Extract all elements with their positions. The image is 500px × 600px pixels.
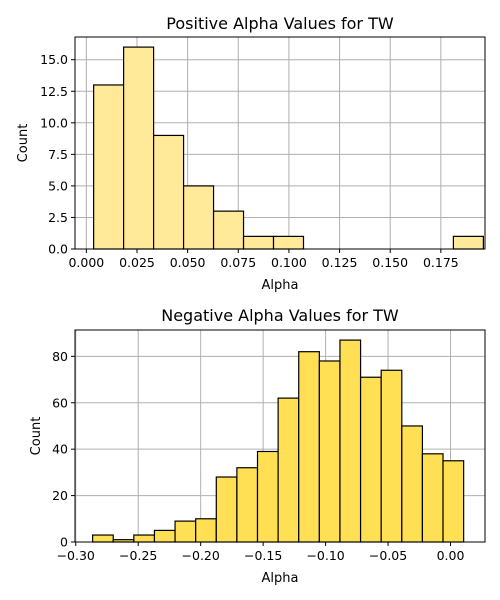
x-tick-label: 0.000 <box>68 255 104 270</box>
y-tick-label: 40 <box>52 442 68 457</box>
x-tick-label: −0.10 <box>306 548 344 563</box>
histogram-bar <box>236 467 259 543</box>
x-tick-label: 0.150 <box>372 255 408 270</box>
x-tick-label: 0.050 <box>170 255 206 270</box>
x-tick-label: 0.00 <box>437 548 465 563</box>
y-ticks: 0.0 2.5 5.0 7.5 10.0 12.5 15.0 <box>40 52 75 257</box>
histogram-bar <box>182 185 215 250</box>
chart-negative-alpha: Negative Alpha Values for TW −0.30 −0.25−… <box>29 306 486 586</box>
x-tick-label: 0.125 <box>322 255 358 270</box>
histogram-bar <box>195 518 217 543</box>
y-tick-label: 60 <box>52 395 68 410</box>
plot-frame <box>74 36 486 250</box>
histogram-bar <box>442 460 465 543</box>
x-tick-label: −0.15 <box>244 548 282 563</box>
histogram-bar <box>359 376 382 543</box>
histogram-bar <box>153 529 176 543</box>
histogram-bar <box>215 476 238 543</box>
x-tick-label: −0.25 <box>119 548 157 563</box>
y-tick-label: 7.5 <box>48 147 68 162</box>
y-tick-label: 5.0 <box>48 178 68 193</box>
x-tick-label: 0.100 <box>271 255 307 270</box>
y-tick-label: 2.5 <box>48 210 68 225</box>
bars <box>92 339 465 543</box>
chart-positive-alpha: Positive Alpha Values for TW 0.000 0.025 0… <box>16 14 486 293</box>
plot-frame <box>74 329 486 543</box>
x-tick-label: −0.30 <box>57 548 95 563</box>
y-tick-label: 0.0 <box>48 242 68 257</box>
histogram-bar <box>421 453 444 543</box>
y-tick-label: 0 <box>60 535 68 550</box>
histogram-bar <box>380 369 403 543</box>
x-tick-label: 0.025 <box>119 255 155 270</box>
x-axis-label: Alpha <box>262 278 299 293</box>
histogram-bar <box>256 450 279 543</box>
x-axis-label: Alpha <box>262 571 299 586</box>
histogram-bar <box>318 360 341 543</box>
x-tick-label: 0.075 <box>220 255 256 270</box>
y-tick-label: 80 <box>52 349 68 364</box>
histogram-bar <box>93 84 125 250</box>
y-tick-label: 15.0 <box>40 52 68 67</box>
x-tick-label: −0.20 <box>182 548 220 563</box>
y-axis-label: Count <box>16 124 31 163</box>
histogram-bar <box>123 46 155 250</box>
histogram-bar <box>298 351 320 543</box>
histogram-bar <box>242 235 275 250</box>
histogram-bar <box>401 425 424 543</box>
y-axis-label: Count <box>29 417 44 456</box>
histogram-bar <box>212 210 245 250</box>
chart-title: Negative Alpha Values for TW <box>161 306 399 325</box>
y-tick-label: 10.0 <box>40 115 68 130</box>
histogram-bar <box>133 534 156 543</box>
y-tick-label: 12.5 <box>40 84 68 99</box>
y-tick-label: 20 <box>52 488 68 503</box>
x-tick-label: 0.175 <box>423 255 459 270</box>
histogram-bar <box>152 134 185 250</box>
histogram-bar <box>452 235 484 250</box>
histogram-bar <box>277 397 300 543</box>
x-ticks: −0.30 −0.25 −0.20 −0.15 −0.10 −0.05 0.00 <box>57 542 465 563</box>
histogram-bar <box>339 339 362 543</box>
y-ticks: 0 20 40 60 80 <box>52 349 75 550</box>
histogram-bar <box>272 235 305 250</box>
x-tick-label: −0.05 <box>369 548 407 563</box>
histogram-bar <box>92 534 114 543</box>
histogram-bar <box>174 520 197 543</box>
bars <box>93 46 484 250</box>
x-ticks: 0.000 0.025 0.050 0.075 0.100 0.125 0.150 0.175 <box>68 249 459 270</box>
chart-title: Positive Alpha Values for TW <box>166 14 394 33</box>
